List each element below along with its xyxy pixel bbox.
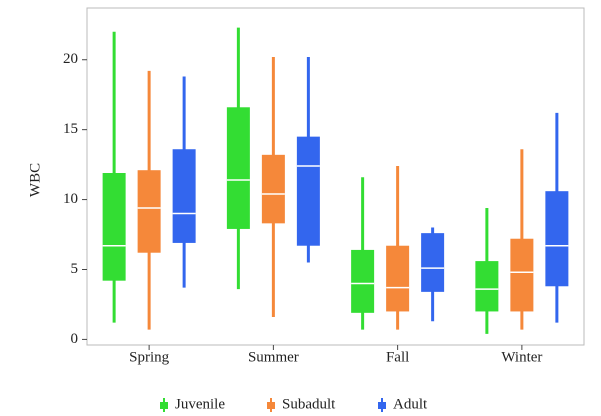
- box: [172, 149, 196, 243]
- box: [226, 107, 250, 229]
- legend-swatch: [160, 402, 168, 409]
- box: [137, 170, 161, 253]
- plot-frame: [86, 7, 585, 346]
- box: [475, 261, 499, 312]
- legend-label: Adult: [393, 396, 428, 412]
- legend-swatch: [378, 402, 386, 409]
- box: [102, 173, 126, 281]
- legend-swatch: [267, 402, 275, 409]
- x-tick-label: Winter: [501, 349, 542, 365]
- legend-label: Juvenile: [175, 396, 225, 412]
- y-axis-label: WBC: [27, 163, 43, 197]
- y-tick-label: 15: [63, 121, 78, 137]
- box: [351, 249, 375, 313]
- x-tick-label: Fall: [386, 349, 409, 365]
- box: [386, 245, 410, 312]
- box: [510, 238, 534, 312]
- x-tick-label: Summer: [248, 349, 299, 365]
- y-tick-label: 5: [71, 261, 79, 277]
- x-tick-label: Spring: [129, 349, 170, 365]
- y-tick-label: 10: [63, 191, 78, 207]
- box: [296, 136, 320, 246]
- box: [421, 233, 445, 292]
- y-tick-label: 20: [63, 51, 78, 67]
- legend-label: Subadult: [282, 396, 336, 412]
- box: [261, 154, 285, 224]
- box: [545, 191, 569, 287]
- y-tick-label: 0: [71, 331, 79, 347]
